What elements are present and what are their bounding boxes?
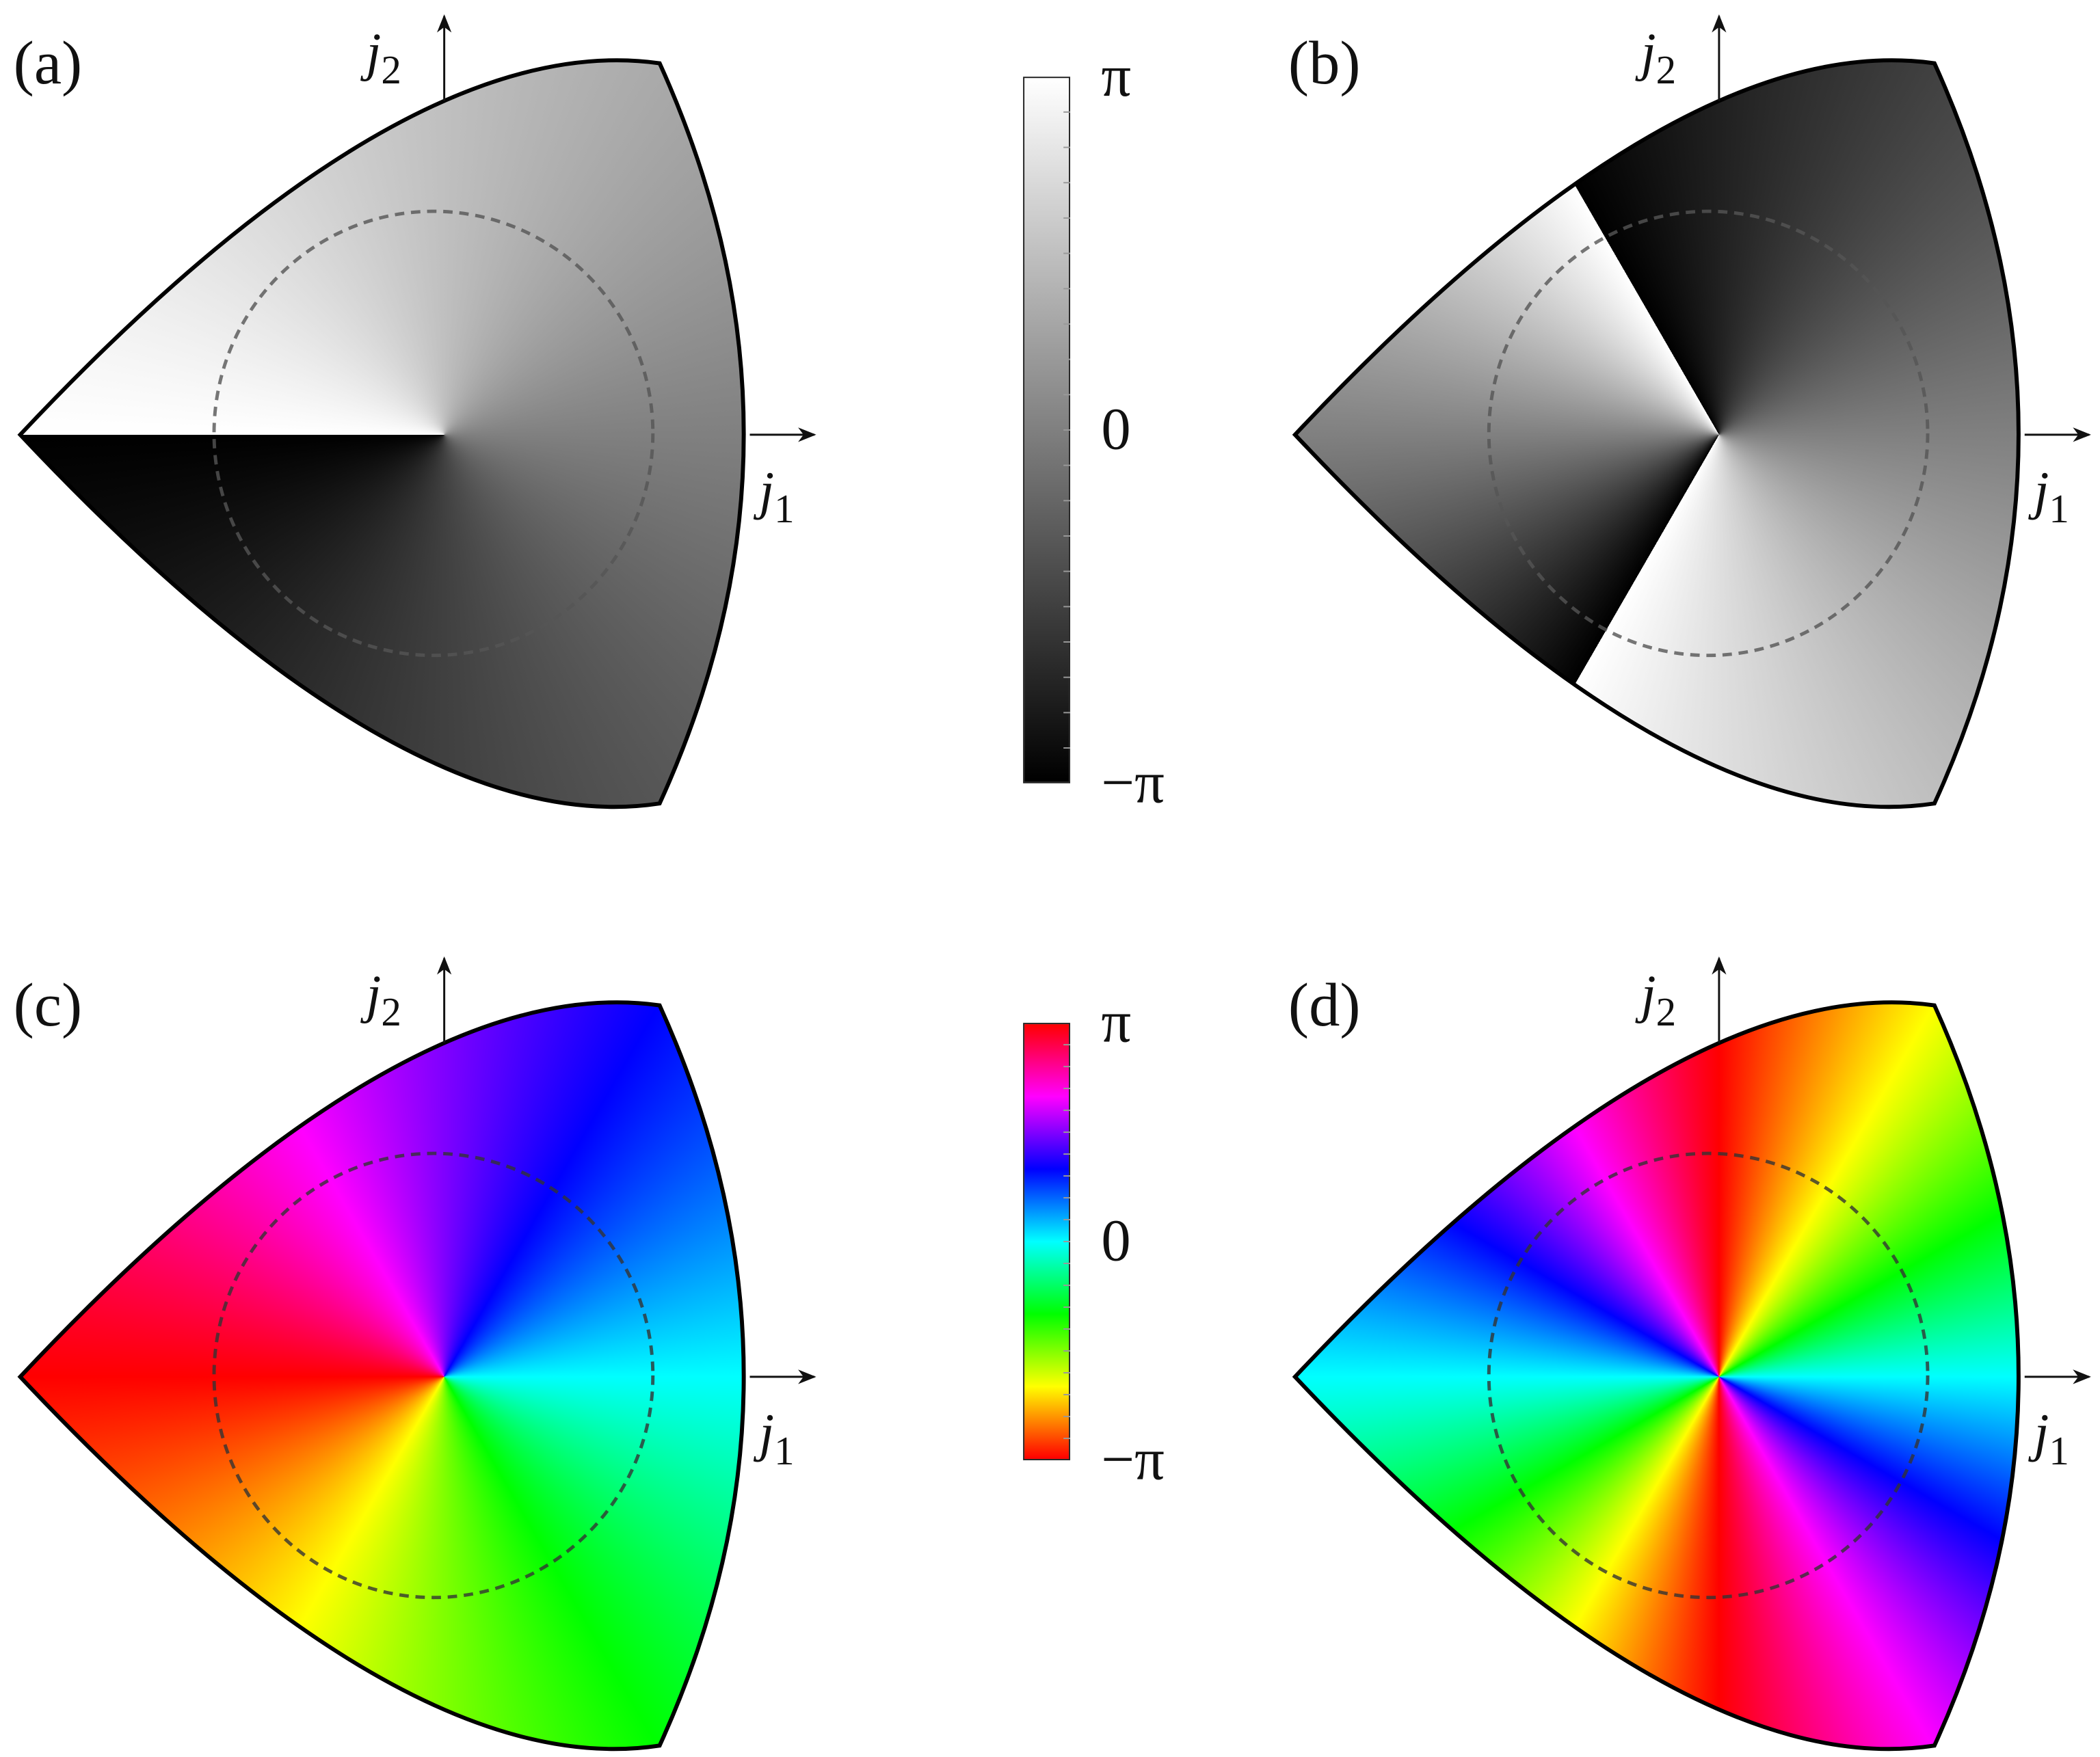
axis-symbol: j (360, 23, 381, 82)
axis-symbol: j (2028, 461, 2049, 521)
x-axis-label: j1 (2028, 461, 2069, 531)
panel-label: (b) (1288, 28, 1361, 97)
axis-symbol: j (753, 1404, 774, 1463)
domain-outline (17, 1000, 746, 1752)
axis-symbol: j (1635, 965, 1656, 1024)
colorbar-tick-label: 0 (1101, 1208, 1130, 1274)
colorbar-tick-label: π (1101, 989, 1131, 1055)
colorbar-tick-label: 0 (1101, 397, 1130, 462)
domain-outline (1292, 1000, 2021, 1752)
dashed-contour (212, 1151, 655, 1600)
axis-symbol: j (360, 965, 381, 1024)
y-axis-label: j2 (360, 23, 401, 92)
panel-label: (d) (1288, 970, 1361, 1039)
axis-symbol: j (1635, 23, 1656, 82)
x-axis-label: j1 (753, 461, 794, 531)
x-axis-label: j1 (2028, 1404, 2069, 1473)
axis-subscript: 2 (381, 47, 401, 92)
x-axis-label: j1 (753, 1404, 794, 1473)
colorbar-tick-label: −π (1101, 749, 1165, 815)
y-axis-label: j2 (1635, 965, 1676, 1034)
axis-subscript: 1 (2049, 1428, 2069, 1473)
dashed-contour (1487, 1151, 1930, 1600)
dashed-contour (212, 209, 655, 658)
axis-subscript: 1 (774, 486, 795, 531)
axis-subscript: 1 (774, 1428, 795, 1473)
y-axis-label: j2 (360, 965, 401, 1034)
axis-subscript: 2 (1656, 989, 1677, 1034)
axis-subscript: 1 (2049, 486, 2069, 531)
gray-colorbar (1023, 77, 1071, 783)
domain-outline (17, 58, 746, 809)
axis-symbol: j (753, 461, 774, 521)
hue-colorbar (1023, 1023, 1071, 1460)
colorbar-tick-label: π (1101, 43, 1131, 109)
domain-outline (1292, 58, 2021, 809)
panel-label: (c) (14, 970, 83, 1039)
axis-symbol: j (2028, 1404, 2049, 1463)
axis-subscript: 2 (381, 989, 401, 1034)
axis-subscript: 2 (1656, 47, 1677, 92)
panel-label: (a) (14, 28, 83, 97)
dashed-contour (1487, 209, 1930, 658)
colorbar-tick-label: −π (1101, 1426, 1165, 1492)
y-axis-label: j2 (1635, 23, 1676, 92)
